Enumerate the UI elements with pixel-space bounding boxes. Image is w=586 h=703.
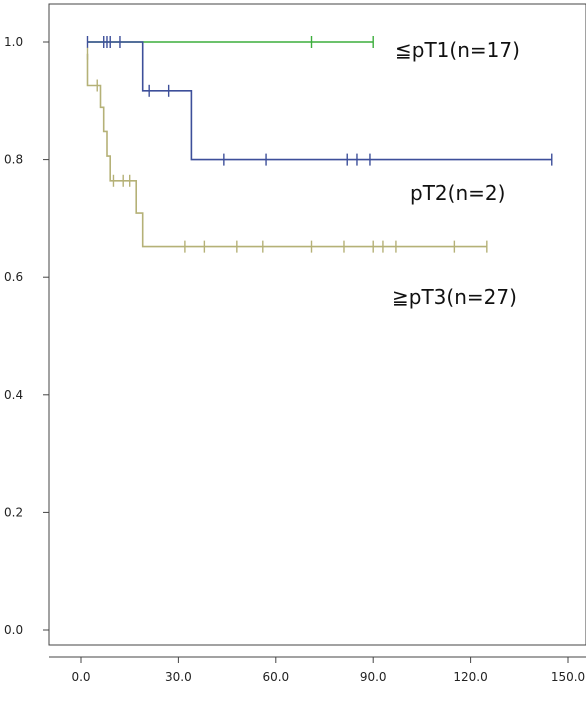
survival-line-2	[87, 41, 552, 161]
y-tick-label: 0.6	[4, 270, 23, 284]
x-tick-label: 60.0	[262, 670, 289, 684]
y-tick-label: 1.0	[4, 35, 23, 49]
y-tick-label: 0.8	[4, 153, 23, 167]
x-tick-label: 150.0	[551, 670, 585, 684]
plot-frame	[48, 3, 586, 646]
x-tick-label: 0.0	[71, 670, 90, 684]
y-tick-label: 0.4	[4, 388, 23, 402]
survival-line-3	[86, 53, 487, 248]
y-tick-label: 0.2	[4, 505, 23, 519]
axes: 0.0 30.0 60.0 90.0 120.0 150.0 0.0 0.2 0.4 0.6 0.8…	[4, 35, 586, 684]
series-labels: ≦pT1(n=17) pT2(n=2) ≧pT3(n=27)	[392, 38, 520, 309]
x-tick-label: 120.0	[453, 670, 487, 684]
series-label-pt2: pT2(n=2)	[410, 181, 505, 205]
x-tick-label: 90.0	[360, 670, 387, 684]
series-label-pt1: ≦pT1(n=17)	[395, 38, 520, 62]
y-tick-label: 0.0	[4, 623, 23, 637]
survival-curves	[86, 36, 553, 253]
x-tick-label: 30.0	[165, 670, 192, 684]
series-label-pt3: ≧pT3(n=27)	[392, 285, 517, 309]
